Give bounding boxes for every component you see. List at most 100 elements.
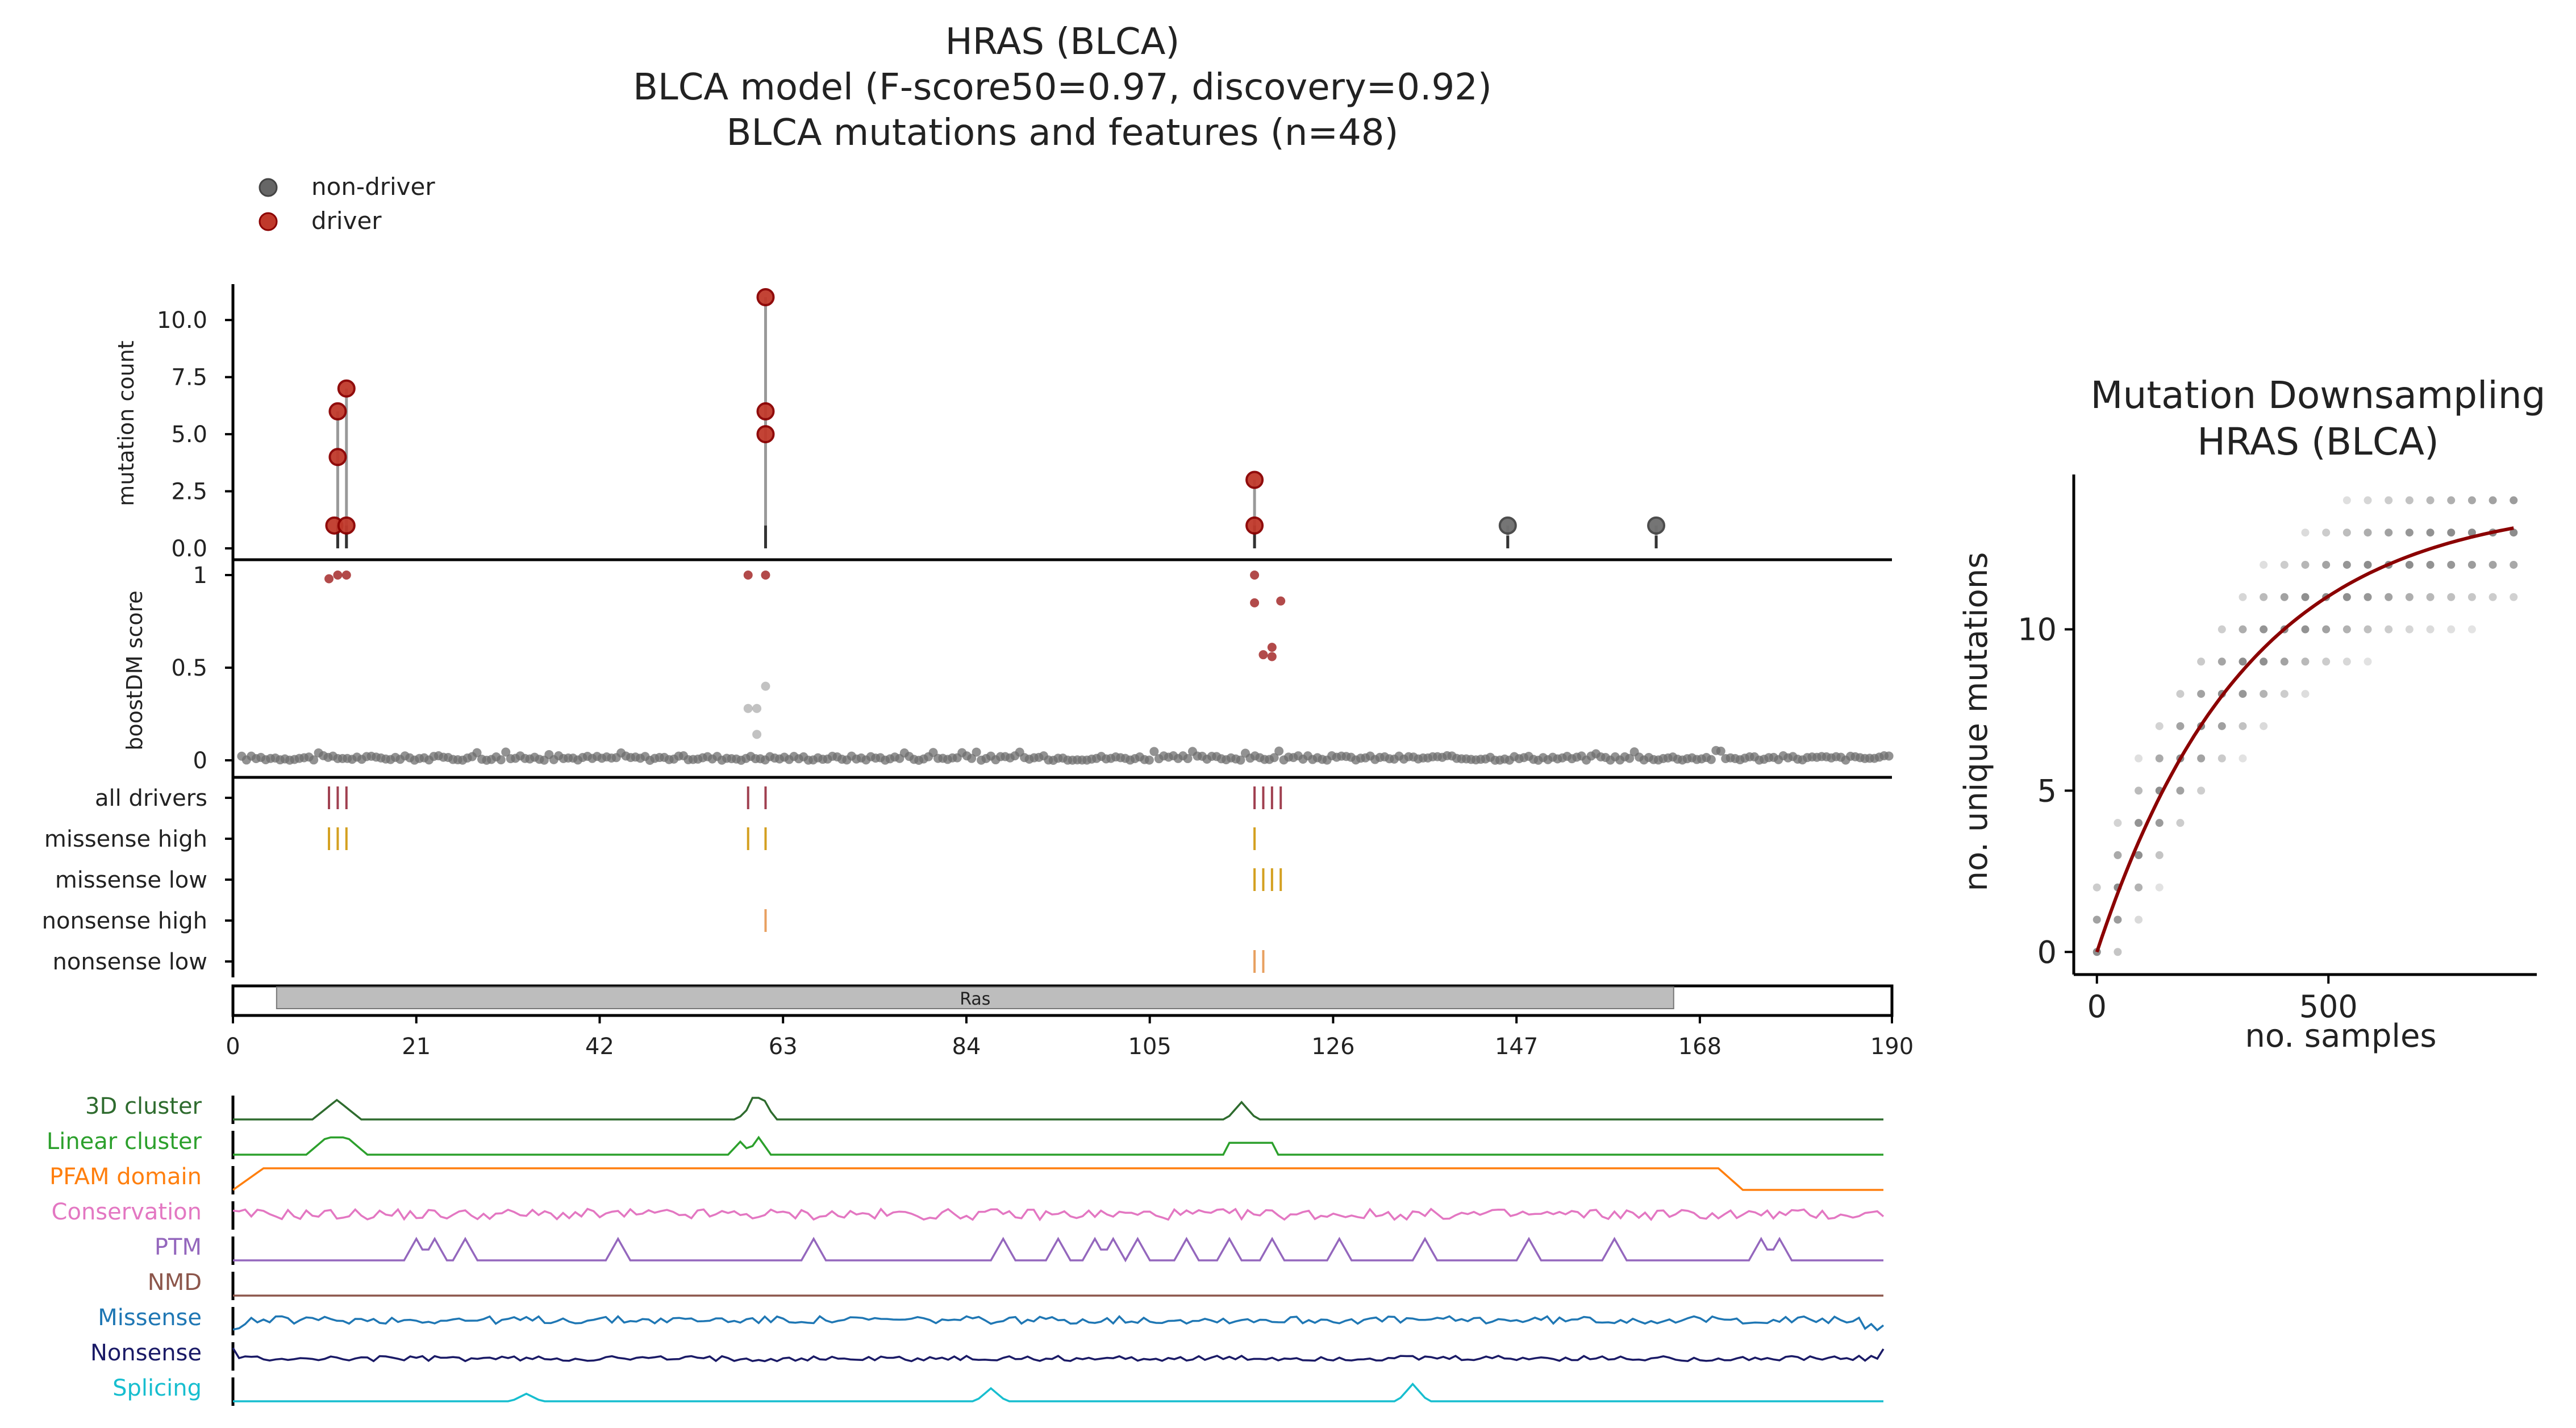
downsampling-dot [2176, 722, 2185, 730]
downsampling-dot [2405, 528, 2414, 537]
boostdm-point-nondriver [472, 748, 482, 757]
boostdm-y-tick-label: 0.5 [171, 655, 207, 681]
downsampling-dot [2385, 496, 2393, 505]
downsampling-y-tick-label: 10 [2018, 612, 2057, 648]
downsampling-dot [2510, 560, 2518, 569]
downsampling-dot [2467, 593, 2476, 601]
boostdm-point-driver [333, 571, 343, 580]
downsampling-dot [2301, 625, 2310, 634]
downsampling-dot [2239, 657, 2247, 666]
feature-tracks: 3D cluster Linear cluster PFAM domain Conse… [47, 1093, 1885, 1406]
downsampling-dot [2405, 560, 2414, 569]
feature-label: NMD [148, 1269, 202, 1296]
position-tick-label: 126 [1311, 1034, 1354, 1060]
lollipop-y-tick-label: 5.0 [171, 422, 207, 448]
driver-point [756, 425, 775, 444]
position-tick-label: 42 [585, 1034, 614, 1060]
downsampling-curve [2095, 526, 2514, 953]
legend: non-driver driver [259, 173, 435, 235]
downsampling-dot [2447, 496, 2456, 505]
downsampling-dot [2114, 851, 2122, 859]
downsampling-dot [2364, 560, 2372, 569]
lollipop-y-tick-label: 10.0 [157, 307, 207, 334]
downsampling-dot [2322, 528, 2331, 537]
downsampling-dot [2093, 915, 2101, 924]
downsampling-dot [2280, 657, 2289, 666]
boostdm-point-driver [1250, 571, 1260, 580]
boostdm-point-driver [761, 571, 770, 580]
track-label: missense low [55, 867, 207, 893]
track-label: nonsense high [42, 908, 207, 934]
downsampling-dot [2405, 593, 2414, 601]
downsampling-dot [2260, 657, 2268, 666]
title-line-3: BLCA mutations and features (n=48) [727, 112, 1399, 154]
downsampling-dot [2510, 593, 2518, 601]
boostdm-point-nondriver [1706, 755, 1716, 764]
feature-line [233, 1097, 1883, 1121]
downsampling-dot [2217, 754, 2226, 763]
downsampling-dot [2405, 496, 2414, 505]
downsampling-dot [2364, 625, 2372, 634]
downsampling-dot [2385, 625, 2393, 634]
position-tick-label: 105 [1128, 1034, 1172, 1060]
feature-label: Conservation [52, 1199, 202, 1225]
downsampling-dot [2364, 593, 2372, 601]
boostdm-point-nondriver [1884, 751, 1894, 761]
boostdm-point-mid [752, 730, 762, 739]
downsampling-dot [2467, 528, 2476, 537]
downsampling-dot [2239, 722, 2247, 730]
boostdm-point-driver [1267, 652, 1277, 661]
boostdm-point-nondriver [309, 755, 319, 765]
legend-driver-label: driver [311, 207, 382, 235]
boostdm-point-nondriver [1625, 753, 1635, 763]
downsampling-dot [2342, 657, 2351, 666]
downsampling-dot [2217, 657, 2226, 666]
lollipop-y-label: mutation count [114, 340, 139, 506]
downsampling-x-label: no. samples [2245, 1018, 2436, 1055]
downsampling-dot [2489, 496, 2497, 505]
track-label: nonsense low [53, 949, 207, 975]
downsampling-dot [2135, 786, 2143, 795]
downsampling-dot [2217, 625, 2226, 634]
downsampling-dot [2197, 657, 2206, 666]
downsampling-y-label: no. unique mutations [1958, 552, 1995, 892]
legend-non-driver-label: non-driver [311, 173, 435, 201]
domain-bars: Ras [276, 986, 1674, 1009]
downsampling-dot [2322, 560, 2331, 569]
boostdm-point-driver [324, 574, 334, 584]
downsampling-dot [2342, 593, 2351, 601]
track-label: all drivers [95, 785, 207, 811]
lollipop-y-tick-label: 0.0 [171, 536, 207, 562]
downsampling-dot [2426, 593, 2435, 601]
driver-tracks-panel: all drivers missense high missense low nons… [42, 777, 1282, 977]
domain-bar [276, 986, 1674, 1009]
domain-axis-panel: Ras 0 21 42 63 84 105 126 147 168 190 [226, 984, 1914, 1060]
driver-point [337, 379, 356, 398]
position-tick-label: 190 [1870, 1034, 1914, 1060]
driver-point [328, 448, 347, 467]
downsampling-dot [2135, 851, 2143, 859]
boostdm-point-nondriver [1149, 747, 1159, 756]
downsampling-dot [2135, 754, 2143, 763]
downsampling-dot [2260, 722, 2268, 730]
downsampling-dot [2280, 560, 2289, 569]
downsampling-dot [2322, 625, 2331, 634]
feature-label: 3D cluster [85, 1093, 202, 1119]
downsampling-dot [2155, 754, 2164, 763]
feature-line [233, 1135, 1883, 1156]
downsampling-dot [2489, 593, 2497, 601]
feature-line [232, 1167, 1883, 1191]
downsampling-dot [2176, 819, 2185, 827]
downsampling-dot [2260, 625, 2268, 634]
downsampling-dot [2197, 786, 2206, 795]
downsampling-panel: Mutation Downsampling HRAS (BLCA) no. un… [1958, 373, 2545, 1055]
boostdm-point-mid [752, 703, 762, 713]
downsampling-dot [2280, 593, 2289, 601]
downsampling-dot [2114, 915, 2122, 924]
downsampling-dot [2239, 593, 2247, 601]
downsampling-title-2: HRAS (BLCA) [2197, 420, 2439, 464]
feature-line [233, 1382, 1883, 1402]
boostdm-points [237, 571, 1894, 765]
downsampling-dot [2301, 593, 2310, 601]
